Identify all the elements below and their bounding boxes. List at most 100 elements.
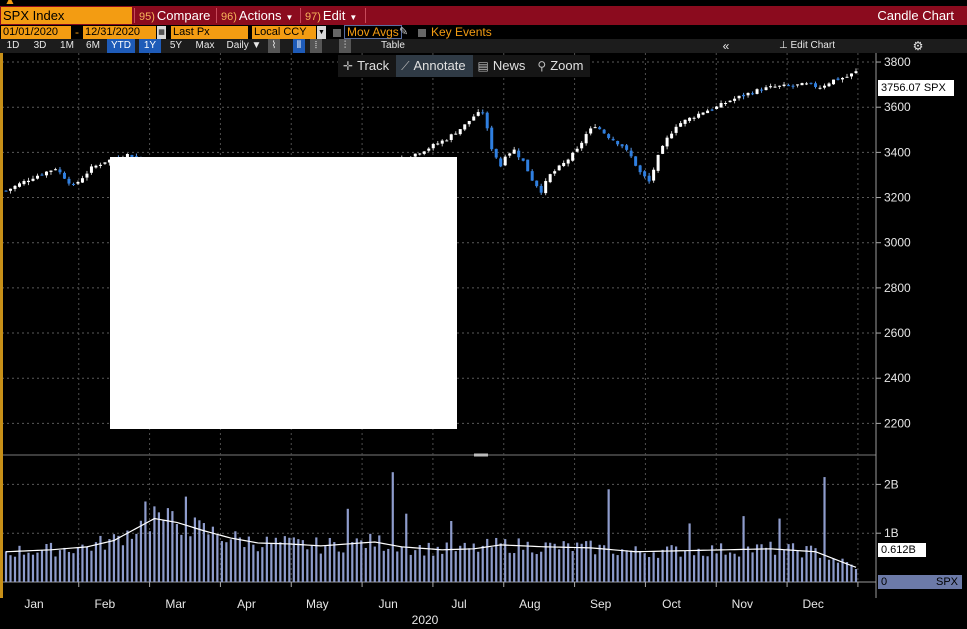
line-chart-icon[interactable]: ⌇ [268, 39, 280, 53]
volume-bar [31, 554, 35, 582]
volume-bar [854, 569, 858, 582]
candle-up [670, 133, 674, 139]
volume-bar [162, 520, 165, 582]
volume-bar [495, 537, 498, 582]
price-field-select[interactable]: Last Px [171, 26, 248, 39]
candle-up [8, 188, 12, 191]
period-ytd[interactable]: YTD [107, 39, 135, 53]
volume-bar [728, 552, 732, 582]
candle-up [692, 117, 696, 119]
candle-down [638, 165, 642, 173]
candle-up [746, 92, 750, 96]
volume-bar [270, 543, 273, 582]
annotate-tool[interactable]: ⟋ Annotate [396, 55, 473, 77]
gear-icon[interactable]: ⚙ [912, 39, 924, 53]
period-1d[interactable]: 1D [6, 40, 20, 51]
volume-bar [351, 542, 354, 582]
collapse-icon[interactable]: « [722, 39, 730, 53]
candle-up [593, 127, 597, 129]
volume-bar [737, 556, 741, 582]
volume-bar [585, 541, 588, 582]
chevron-down-icon[interactable]: ▼ [317, 26, 326, 39]
period-5y[interactable]: 5Y [169, 40, 183, 51]
volume-bar [760, 544, 763, 582]
frequency-select[interactable]: Daily ▼ [226, 40, 262, 51]
candle-up [580, 142, 584, 149]
candle-up [449, 134, 453, 140]
currency-select[interactable]: Local CCY [252, 26, 316, 39]
last-price-label: 3756.07 SPX [878, 80, 954, 96]
candle-down [602, 129, 606, 134]
candle-chart-icon[interactable]: ⫴ [293, 39, 305, 53]
price-tick-label: 2800 [884, 281, 911, 295]
volume-bar [468, 548, 471, 582]
volume-bar [274, 537, 277, 582]
volume-bar [18, 545, 21, 582]
candle-up [764, 87, 768, 91]
volume-bar [72, 553, 75, 582]
news-tool[interactable]: ▤ News [477, 58, 526, 73]
price-tick-label: 2600 [884, 326, 911, 340]
volume-bar [333, 542, 336, 582]
month-tick-label: May [306, 597, 329, 611]
volume-bar [135, 533, 138, 582]
volume-bar [719, 543, 723, 582]
volume-bar [472, 543, 475, 582]
volume-bar [382, 550, 385, 582]
candle-up [418, 153, 422, 155]
chart-resize-handle[interactable] [0, 53, 3, 598]
volume-bar [265, 536, 268, 582]
calendar-icon[interactable]: ▦ [157, 26, 166, 39]
candle-down [809, 82, 813, 84]
mov-avgs-label[interactable]: Mov Avgs [344, 25, 402, 39]
redaction-overlay [110, 157, 457, 429]
period-max[interactable]: Max [195, 40, 215, 51]
zoom-tool[interactable]: ⚲ Zoom [537, 58, 584, 73]
edit-menu[interactable]: 97) Edit ▼ [305, 8, 358, 23]
candle-up [728, 100, 732, 103]
key-events-checkbox[interactable] [418, 29, 426, 37]
end-date-field[interactable]: 12/31/2020 [83, 26, 156, 39]
month-tick-label: Apr [237, 597, 256, 611]
table-button[interactable]: Table [381, 40, 405, 51]
start-date-field[interactable]: 01/01/2020 [1, 26, 71, 39]
volume-bar [796, 550, 799, 582]
candle-up [440, 140, 444, 144]
edit-chart-button[interactable]: ⊥ Edit Chart [779, 40, 835, 51]
candle-up [427, 148, 431, 151]
news-icon: ▤ [477, 59, 489, 73]
volume-bar [845, 562, 849, 582]
volume-bar [504, 539, 507, 582]
period-3d[interactable]: 3D [33, 40, 47, 51]
candle-up [652, 169, 656, 181]
candle-up [697, 113, 701, 118]
mov-avgs-checkbox[interactable] [333, 29, 341, 37]
bar-chart-icon[interactable]: ⦙ [310, 39, 322, 53]
compare-menu[interactable]: 95) Compare [139, 8, 211, 23]
period-bar: 1D 3D 1M 6M YTD 1Y 5Y Max Daily ▼ ⌇ ⫴ ⦙ … [0, 39, 967, 53]
candle-up [773, 86, 777, 88]
volume-bar [148, 531, 152, 582]
candle-up [125, 153, 129, 158]
period-6m[interactable]: 6M [86, 40, 100, 51]
candle-up [557, 165, 561, 171]
volume-bar [220, 541, 223, 582]
actions-menu[interactable]: 96) Actions ▼ [221, 8, 294, 23]
candle-down [4, 190, 8, 192]
period-1m[interactable]: 1M [60, 40, 74, 51]
period-1y[interactable]: 1Y [139, 39, 161, 53]
candle-up [715, 106, 719, 109]
ticker-field[interactable]: SPX Index [1, 7, 132, 24]
pencil-icon: ⟋ [401, 59, 410, 73]
volume-bar [315, 537, 318, 582]
volume-bar [769, 541, 772, 582]
volume-bar [800, 557, 804, 582]
year-label: 2020 [412, 613, 439, 627]
pencil-icon[interactable]: ✎ [399, 26, 409, 38]
volume-bar [99, 535, 102, 582]
area-chart-icon[interactable]: ⫶ [339, 39, 351, 53]
candle-up [845, 76, 849, 78]
key-events-label[interactable]: Key Events [431, 25, 492, 39]
settings-bar: 01/01/2020 - 12/31/2020 ▦ Last Px Local … [0, 25, 967, 39]
track-tool[interactable]: ✛ Track [343, 58, 390, 73]
